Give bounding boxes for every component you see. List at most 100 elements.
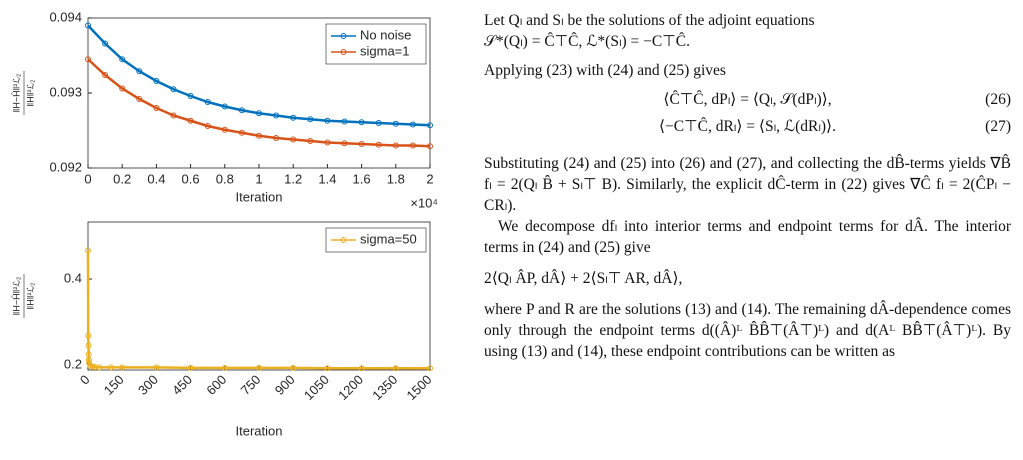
marker	[290, 364, 297, 371]
y-tick-label: 0.2	[64, 356, 82, 371]
marker	[427, 143, 433, 150]
marker	[187, 93, 194, 99]
series-line	[87, 24, 431, 127]
y-label-denominator: ‖H‖²ℒ₂	[25, 79, 35, 106]
marker	[221, 364, 228, 371]
marker	[136, 68, 143, 75]
x-tick-label: 600	[203, 372, 229, 398]
paragraph: Substituting (24) and (25) into (26) and…	[484, 155, 1011, 214]
marker	[221, 103, 228, 110]
y-tick-label: 0.4	[64, 270, 82, 285]
x-tick-label: 300	[135, 372, 161, 398]
equation-number: (26)	[985, 91, 1011, 108]
paragraph: Let Qₗ and Sₗ be the solutions of the ad…	[484, 12, 815, 29]
x-tick-label: 0.6	[182, 171, 200, 186]
marker	[187, 364, 194, 371]
equation: ⟨−C⊤Ĉ, dRₗ⟩ = ⟨Sₗ, ℒ(dRₗ)⟩.	[659, 118, 836, 135]
x-tick-label: 450	[169, 372, 195, 398]
x-tick-label: 1200	[335, 372, 366, 403]
x-tick-label: 1050	[301, 372, 332, 403]
y-axis-label: ‖H−Ĥ‖²ℒ₂ ‖H‖²ℒ₂	[11, 71, 35, 115]
marker	[119, 56, 126, 63]
marker	[85, 247, 91, 254]
series-line	[86, 250, 430, 370]
x-tick-label: 900	[272, 372, 298, 398]
marker	[238, 107, 245, 114]
marker	[170, 86, 177, 93]
marker	[170, 112, 177, 119]
marker	[102, 40, 109, 47]
paragraph: We decompose dfₗ into interior terms and…	[484, 218, 1011, 256]
marker	[136, 96, 143, 102]
marker	[307, 138, 314, 144]
equation: 𝒮*(Qₗ) = Ĉ⊤Ĉ, ℒ*(Sₗ) = −C⊤Ĉ.	[484, 33, 690, 50]
figure: 0 0.2 0.4 0.6 0.8 1 1.2 1.4 1.6 1.8 20.0920.0930.0…	[11, 9, 438, 438]
marker	[358, 119, 365, 126]
marker	[102, 72, 109, 78]
marker	[107, 364, 114, 371]
marker	[392, 142, 399, 149]
marker	[358, 141, 365, 147]
marker	[187, 117, 194, 124]
marker	[324, 117, 331, 124]
marker	[375, 141, 382, 148]
marker	[290, 114, 297, 121]
marker	[85, 342, 92, 349]
marker	[358, 365, 365, 372]
x-tick-label: 1.8	[387, 171, 405, 186]
marker	[89, 363, 96, 370]
marker	[153, 78, 160, 84]
equation-row: ⟨−C⊤Ĉ, dRₗ⟩ = ⟨Sₗ, ℒ(dRₗ)⟩. (27)	[484, 116, 1011, 137]
marker	[204, 99, 211, 105]
marker	[341, 140, 348, 147]
marker	[324, 139, 331, 146]
marker	[85, 56, 91, 63]
y-axis-label: ‖H−Ĥ‖²ℒ₂ ‖H‖²ℒ₂	[11, 274, 35, 318]
marker	[85, 332, 92, 339]
marker	[221, 126, 228, 133]
marker	[290, 136, 297, 143]
paragraph: where P and R are the solutions (13) and…	[484, 301, 1011, 360]
legend: sigma=50	[325, 227, 427, 253]
marker	[409, 121, 416, 128]
legend-label: sigma=50	[360, 231, 417, 246]
marker	[256, 132, 262, 139]
marker	[86, 359, 93, 366]
marker	[256, 364, 262, 371]
marker	[307, 116, 314, 123]
x-tick-label: 1.6	[353, 171, 371, 186]
marker	[204, 123, 211, 129]
equation-row: ⟨Ĉ⊤Ĉ, dPₗ⟩ = ⟨Qₗ, 𝒮(dPₗ)⟩, (26)	[484, 89, 1011, 110]
y-label-denominator: ‖H‖²ℒ₂	[25, 282, 35, 309]
marker	[153, 105, 160, 111]
equation: 2⟨Qₗ ÂP, dÂ⟩ + 2⟨Sₗ⊤ AR, dÂ⟩,	[484, 270, 683, 287]
marker	[273, 112, 280, 119]
x-tick-label: 750	[238, 372, 264, 398]
x-axis-label: Iteration	[236, 189, 283, 204]
marker	[427, 365, 433, 372]
x-tick-label: 150	[101, 372, 127, 398]
marker	[96, 364, 103, 371]
legend-marker	[340, 33, 347, 39]
marker	[256, 110, 262, 117]
x-tick-label: 1500	[403, 372, 434, 403]
marker	[392, 120, 399, 127]
marker	[153, 364, 160, 371]
x-tick-label: 1.2	[284, 171, 302, 186]
legend-marker	[340, 49, 347, 55]
marker	[341, 118, 348, 125]
x-tick-label: 0	[84, 171, 91, 186]
x-tick-label: 0	[77, 372, 93, 388]
x-multiplier: ×10⁴	[410, 195, 438, 210]
y-tick-label: 0.093	[49, 84, 82, 99]
marker	[85, 22, 91, 29]
x-tick-label: 1350	[369, 372, 400, 403]
marker	[427, 122, 433, 129]
legend-label: sigma=1	[360, 43, 410, 58]
marker	[273, 135, 280, 141]
legend-label: No noise	[360, 27, 411, 42]
paper-text: Let Qₗ and Sₗ be the solutions of the ad…	[484, 6, 1011, 362]
marker	[409, 142, 416, 149]
